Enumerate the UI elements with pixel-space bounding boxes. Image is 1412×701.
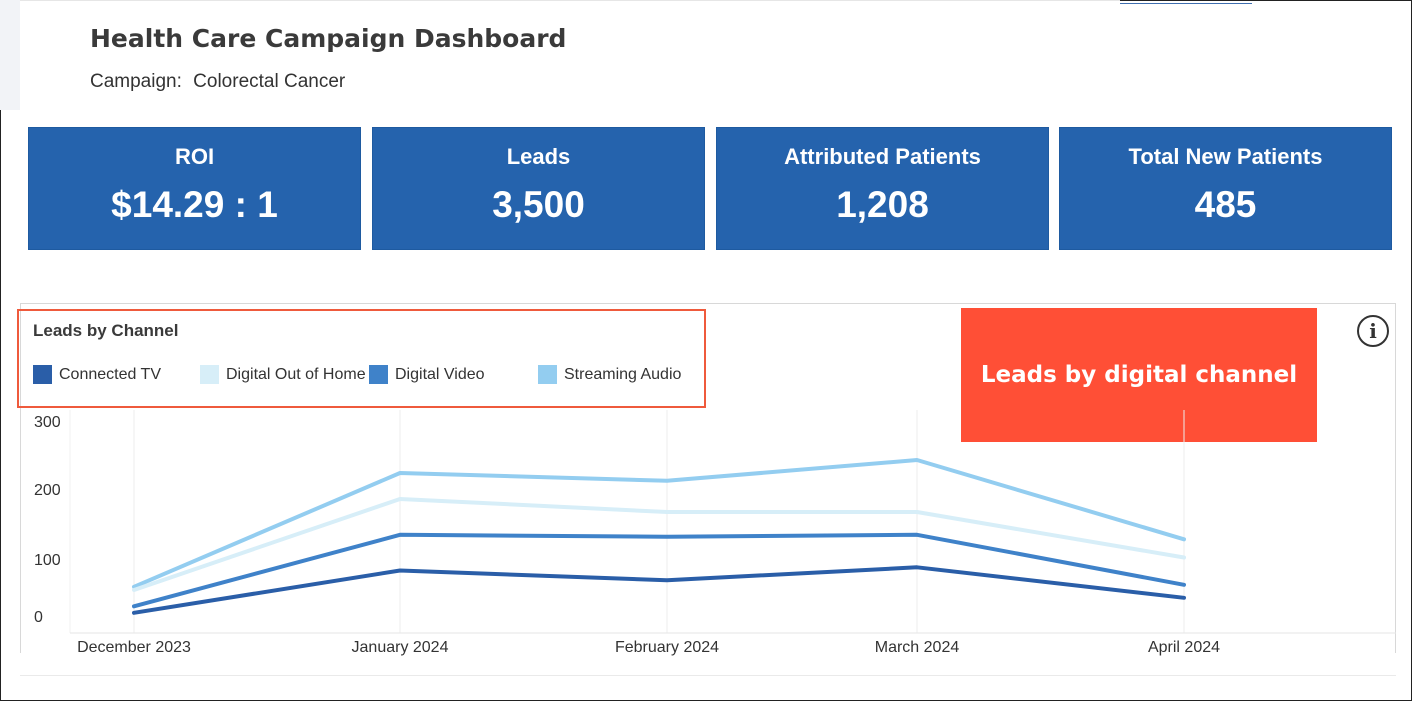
chart-title: Leads by Channel [33,321,179,340]
callout-banner: Leads by digital channel [961,308,1317,442]
legend-highlight-box [17,309,706,408]
kpi-value: 3,500 [492,184,585,225]
legend-swatch [200,365,219,384]
legend-swatch [369,365,388,384]
chart-bottom-divider [20,675,1396,676]
legend-label: Digital Video [395,365,485,383]
left-strip [0,0,20,110]
campaign-value: Colorectal Cancer [193,71,346,92]
kpi-value: $14.29 : 1 [111,184,278,225]
page-title: Health Care Campaign Dashboard [90,24,567,53]
kpi-label: Attributed Patients [784,144,981,169]
data-point [398,533,402,537]
data-point [1182,596,1186,600]
data-point [915,565,919,569]
kpi-card-total-new-patients: Total New Patients 485 [1059,127,1392,250]
x-tick-label: April 2024 [1148,639,1220,656]
data-point [915,510,919,514]
legend-swatch [33,365,52,384]
y-tick-label: 100 [34,552,61,569]
y-tick-label: 300 [34,414,61,431]
data-point [398,569,402,572]
kpi-value: 485 [1194,184,1257,225]
top-divider [20,0,1120,1]
data-point [132,611,136,615]
campaign-line: Campaign: Colorectal Cancer [90,71,345,93]
kpi-card-roi: ROI $14.29 : 1 [28,127,361,250]
y-tick-label: 200 [34,482,61,499]
kpi-label: Total New Patients [1128,144,1323,169]
legend-label: Streaming Audio [564,365,682,383]
series-line-digital-video [132,532,1186,609]
info-icon[interactable]: i [1357,315,1389,347]
data-point [132,585,136,589]
y-tick-label: 0 [34,609,43,626]
kpi-value: 1,208 [836,184,929,225]
top-link[interactable] [1120,0,1252,4]
data-point [132,588,136,592]
series-line-streaming-audio [132,458,1186,589]
data-point [915,458,919,462]
data-point [1182,583,1186,587]
kpi-card-leads: Leads 3,500 [372,127,705,250]
kpi-label: Leads [506,144,571,169]
data-point [665,479,669,483]
x-tick-label: February 2024 [615,639,719,656]
legend-swatch [538,365,557,384]
data-point [665,535,669,539]
series-line-digital-out-of-home [132,497,1186,592]
campaign-label: Campaign: [90,71,182,92]
x-tick-label: December 2023 [77,639,191,656]
kpi-label: ROI [174,144,215,169]
legend-item-connected-tv[interactable]: Connected TV [33,365,161,384]
kpi-card-attributed-patients: Attributed Patients 1,208 [716,127,1049,250]
data-point [1182,556,1186,559]
data-point [398,471,402,475]
legend-item-streaming-audio[interactable]: Streaming Audio [538,365,681,384]
x-tick-label: January 2024 [352,639,449,656]
legend-item-digital-video[interactable]: Digital Video [369,365,485,384]
x-tick-label: March 2024 [875,639,960,656]
data-point [915,533,919,537]
data-point [665,510,669,514]
data-point [665,578,669,582]
series-line-connected-tv [132,565,1186,615]
data-point [1182,537,1186,541]
legend-item-digital-out-of-home[interactable]: Digital Out of Home [200,365,366,384]
legend-label: Digital Out of Home [226,365,366,383]
line-chart: 0 100 200 300 December 2023 January 2024 Febru… [34,410,1396,656]
legend-label: Connected TV [59,365,161,383]
data-point [398,497,402,501]
data-point [132,604,136,608]
